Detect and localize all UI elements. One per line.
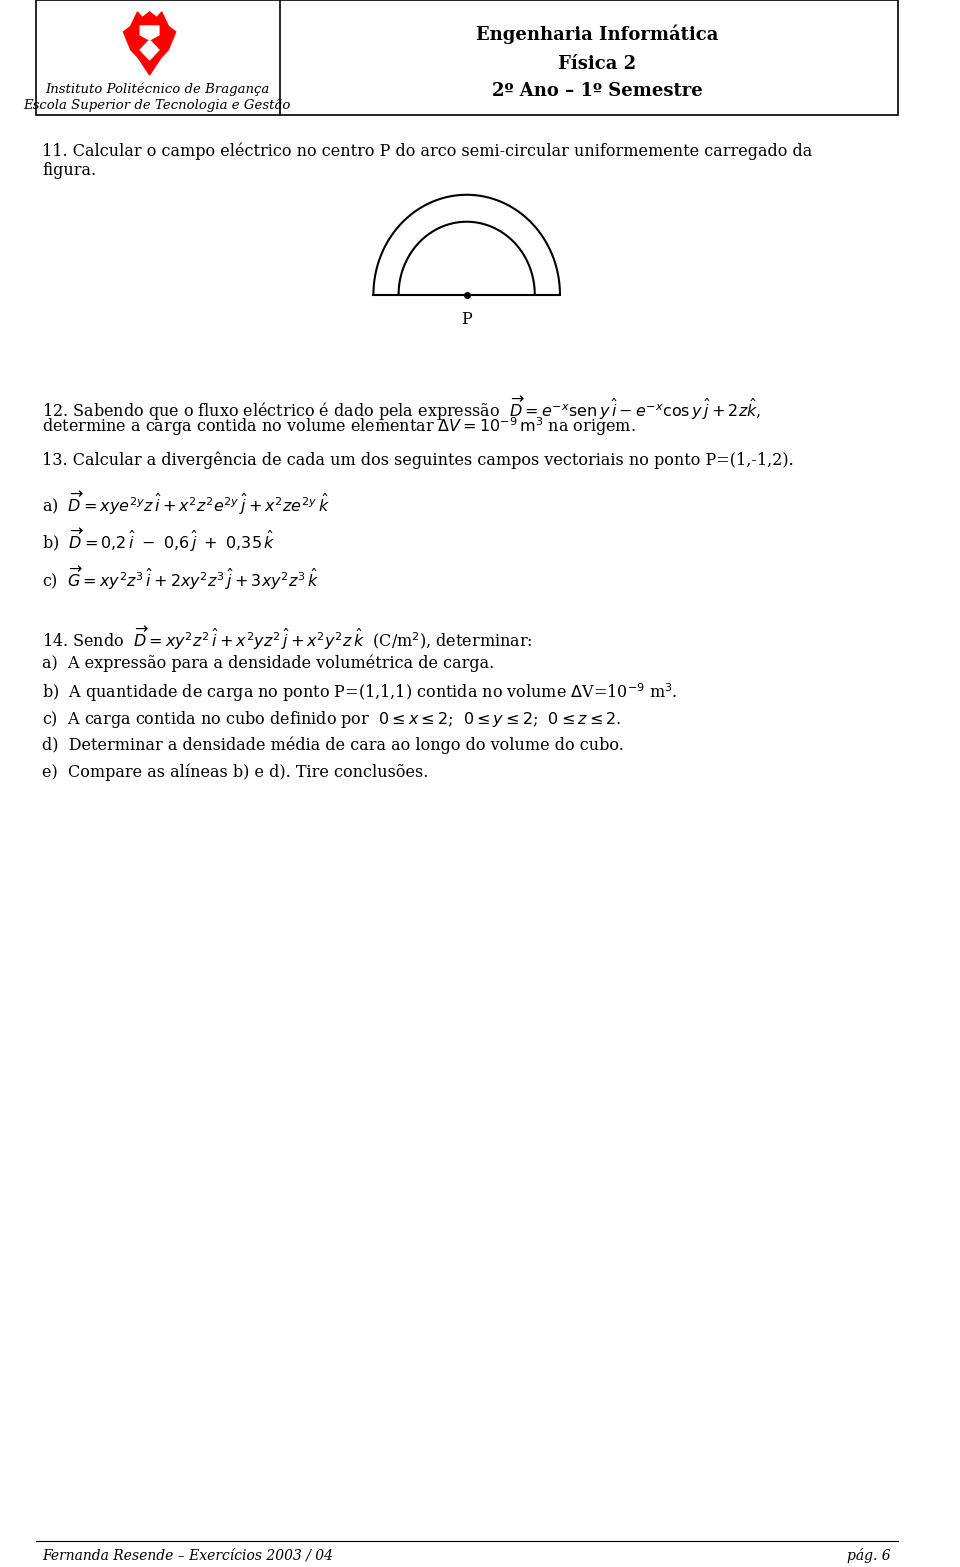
Text: b)  $\overrightarrow{D} = 0{,}2\,\hat{i}\ -\ 0{,}6\,\hat{j}\ +\ 0{,}35\,\hat{k}$: b) $\overrightarrow{D} = 0{,}2\,\hat{i}\…	[42, 527, 276, 555]
Text: b)  A quantidade de carga no ponto P=(1,1,1) contida no volume $\Delta$V=10$^{-9: b) A quantidade de carga no ponto P=(1,1…	[42, 682, 678, 704]
Text: P: P	[462, 310, 472, 328]
Text: a)  A expressão para a densidade volumétrica de carga.: a) A expressão para a densidade volumétr…	[42, 653, 494, 672]
Text: 14. Sendo  $\overrightarrow{D} = xy^2z^2\,\hat{i} + x^2yz^2\,\hat{j} + x^2y^2z\,: 14. Sendo $\overrightarrow{D} = xy^2z^2\…	[42, 624, 533, 652]
Text: d)  Determinar a densidade média de cara ao longo do volume do cubo.: d) Determinar a densidade média de cara …	[42, 736, 624, 754]
Text: Instituto Politécnico de Bragança: Instituto Politécnico de Bragança	[45, 83, 269, 97]
Polygon shape	[150, 27, 159, 39]
Text: pág. 6: pág. 6	[848, 1548, 891, 1564]
Text: Fernanda Resende – Exercícios 2003 / 04: Fernanda Resende – Exercícios 2003 / 04	[42, 1548, 333, 1562]
Polygon shape	[150, 13, 170, 39]
Text: 11. Calcular o campo eléctrico no centro P do arco semi-circular uniformemente c: 11. Calcular o campo eléctrico no centro…	[42, 143, 812, 160]
Polygon shape	[140, 39, 159, 60]
Polygon shape	[129, 13, 150, 39]
Text: figura.: figura.	[42, 161, 96, 179]
Text: a)  $\overrightarrow{D} = xye^{2y}z\,\hat{i} + x^2z^2e^{2y}\,\hat{j} + x^2ze^{2y: a) $\overrightarrow{D} = xye^{2y}z\,\hat…	[42, 489, 330, 517]
Text: Engenharia Informática: Engenharia Informática	[476, 25, 718, 44]
Text: 13. Calcular a divergência de cada um dos seguintes campos vectoriais no ponto P: 13. Calcular a divergência de cada um do…	[42, 451, 794, 469]
Bar	[36, 0, 898, 114]
Text: e)  Compare as alíneas b) e d). Tire conclusões.: e) Compare as alíneas b) e d). Tire conc…	[42, 763, 429, 780]
Text: c)  $\overrightarrow{G} = xy^2z^3\,\hat{i} + 2xy^2z^3\,\hat{j} + 3xy^2z^3\,\hat{: c) $\overrightarrow{G} = xy^2z^3\,\hat{i…	[42, 564, 320, 592]
Text: 2º Ano – 1º Semestre: 2º Ano – 1º Semestre	[492, 81, 703, 100]
Polygon shape	[124, 13, 176, 75]
Text: c)  A carga contida no cubo definido por  $0 \leq x \leq 2$;  $0 \leq y \leq 2$;: c) A carga contida no cubo definido por …	[42, 710, 622, 730]
Text: 12. Sabendo que o fluxo eléctrico é dado pela expressão  $\overrightarrow{D} = e: 12. Sabendo que o fluxo eléctrico é dado…	[42, 395, 761, 423]
Text: Escola Superior de Tecnologia e Gestão: Escola Superior de Tecnologia e Gestão	[23, 99, 291, 111]
Text: determine a carga contida no volume elementar $\Delta V = 10^{-9}\,\mathrm{m}^3$: determine a carga contida no volume elem…	[42, 415, 636, 439]
Polygon shape	[140, 27, 150, 39]
Text: Física 2: Física 2	[558, 55, 636, 74]
